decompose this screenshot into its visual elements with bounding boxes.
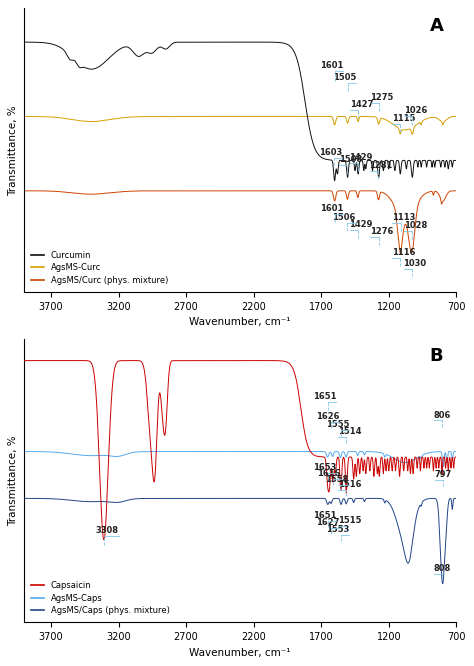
Text: 1429: 1429: [349, 153, 373, 162]
Text: 1601: 1601: [319, 204, 343, 212]
Y-axis label: Transmittance, %: Transmittance, %: [9, 105, 18, 196]
Text: 1026: 1026: [404, 107, 428, 115]
Text: 1275: 1275: [370, 93, 394, 102]
Text: 1651: 1651: [313, 511, 336, 520]
Legend: Curcumin, AgsMS-Curc, AgsMS/Curc (phys. mixture): Curcumin, AgsMS-Curc, AgsMS/Curc (phys. …: [28, 248, 171, 288]
Text: 1627: 1627: [316, 518, 339, 527]
Text: 1558: 1558: [326, 475, 349, 484]
Text: 1506: 1506: [332, 213, 356, 222]
Text: 797: 797: [435, 470, 452, 479]
Text: B: B: [430, 347, 444, 365]
Text: 1616: 1616: [318, 470, 341, 478]
Text: 1427: 1427: [350, 100, 373, 109]
Legend: Capsaicin, AgsMS-Caps, AgsMS/Caps (phys. mixture): Capsaicin, AgsMS-Caps, AgsMS/Caps (phys.…: [28, 578, 173, 618]
Text: 1030: 1030: [403, 258, 427, 268]
X-axis label: Wavenumber, cm⁻¹: Wavenumber, cm⁻¹: [190, 318, 291, 328]
Text: 1508: 1508: [339, 155, 362, 165]
Text: 1555: 1555: [326, 420, 349, 429]
Text: 1651: 1651: [313, 392, 336, 401]
Text: 1515: 1515: [338, 516, 361, 525]
Text: A: A: [429, 17, 444, 35]
Text: 1516: 1516: [338, 480, 361, 490]
Text: 808: 808: [433, 564, 451, 573]
Text: 1514: 1514: [338, 427, 362, 436]
Text: 1505: 1505: [333, 73, 356, 82]
Text: 1429: 1429: [349, 220, 373, 229]
Text: 1276: 1276: [370, 227, 393, 236]
Y-axis label: Transmittance, %: Transmittance, %: [9, 435, 18, 525]
Text: 1281: 1281: [370, 161, 393, 170]
Text: 1601: 1601: [319, 61, 343, 70]
Text: 3308: 3308: [96, 525, 119, 535]
Text: 1553: 1553: [326, 525, 349, 534]
Text: 1653: 1653: [313, 464, 336, 472]
Text: 1028: 1028: [404, 221, 427, 230]
Text: 1116: 1116: [392, 248, 415, 257]
X-axis label: Wavenumber, cm⁻¹: Wavenumber, cm⁻¹: [190, 647, 291, 657]
Text: 1115: 1115: [392, 114, 415, 123]
Text: 806: 806: [434, 410, 451, 420]
Text: 1113: 1113: [392, 213, 416, 222]
Text: 1603: 1603: [319, 148, 343, 157]
Text: 1626: 1626: [316, 412, 340, 421]
